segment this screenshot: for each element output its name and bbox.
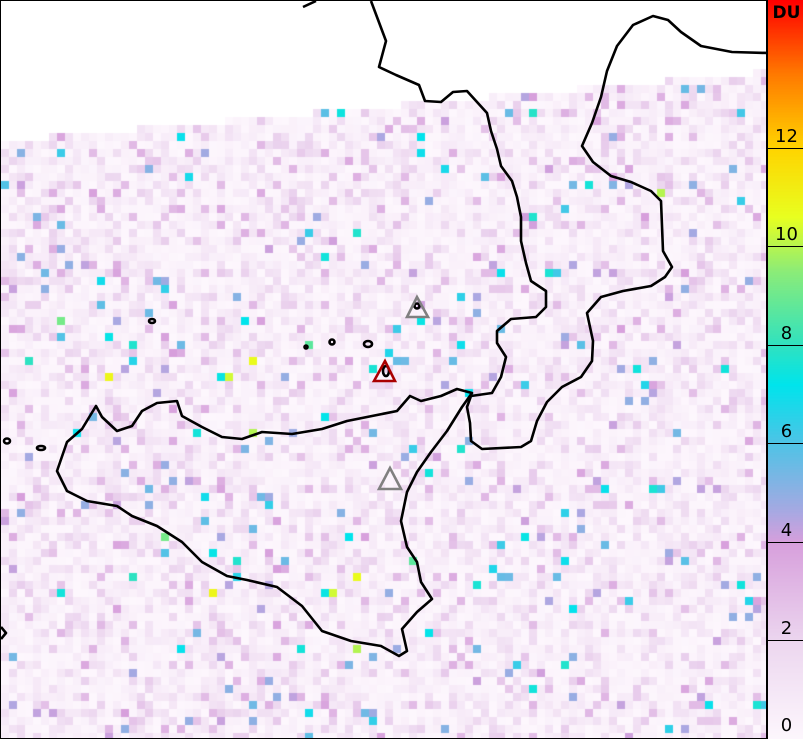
coastline-layer — [1, 1, 766, 658]
colorbar-tick-label: 6 — [780, 421, 793, 443]
colorbar: DU 0 2 4 6 8 10 12 — [766, 0, 803, 739]
coastline-top-island — [302, 1, 317, 9]
island — [303, 344, 309, 350]
colorbar-tick — [768, 443, 803, 445]
colorbar-tick — [768, 246, 803, 248]
colorbar-tick — [768, 344, 803, 346]
colorbar-tick — [768, 640, 803, 642]
volcano-marker-active-vulcano — [371, 358, 398, 383]
island — [362, 339, 374, 349]
island — [328, 338, 336, 346]
island — [413, 302, 421, 310]
colorbar-tick-label: 2 — [780, 618, 793, 640]
coastline-italy — [369, 1, 766, 451]
coastline-west-fragment — [1, 626, 8, 640]
colorbar-tick — [768, 541, 803, 543]
so2-map — [0, 0, 767, 739]
colorbar-tick-label: 4 — [780, 519, 793, 541]
colorbar-gradient — [768, 0, 803, 739]
colorbar-unit: DU — [772, 3, 801, 23]
coastline-sicily — [55, 387, 474, 658]
volcano-marker-stromboli — [404, 294, 431, 319]
colorbar-tick-label: 0 — [780, 715, 793, 736]
colorbar-tick-label: 8 — [780, 322, 793, 344]
island — [147, 317, 157, 325]
island — [2, 437, 12, 445]
colorbar-tick-label: 12 — [775, 125, 798, 147]
colorbar-tick-label: 10 — [775, 224, 798, 246]
island — [35, 444, 47, 452]
colorbar-tick — [768, 147, 803, 149]
volcano-marker-etna — [376, 465, 404, 491]
